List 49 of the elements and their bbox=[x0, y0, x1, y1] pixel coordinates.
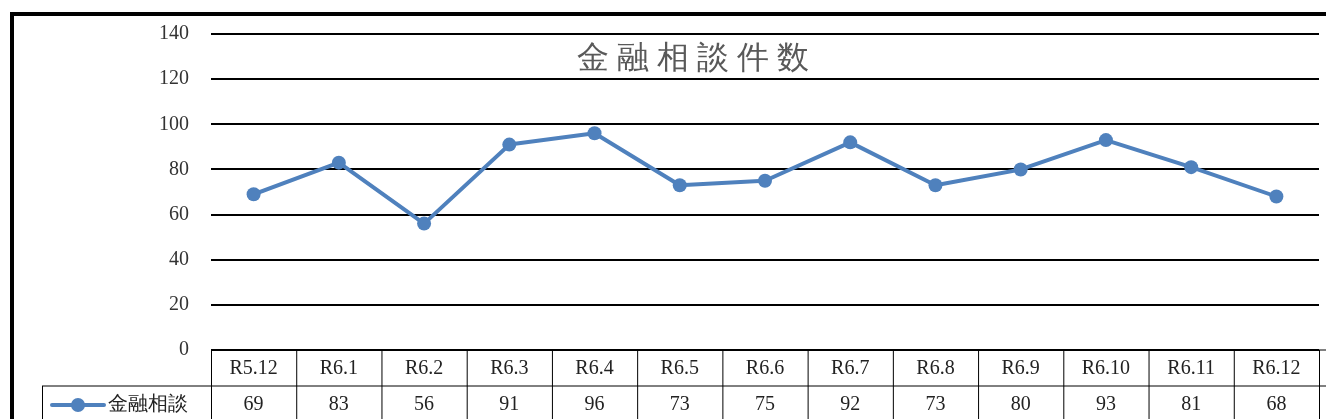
point bbox=[758, 173, 772, 188]
x-tick-label: R6.4 bbox=[575, 356, 614, 379]
data-label: 56 bbox=[414, 392, 435, 415]
y-tick-label: 80 bbox=[169, 156, 189, 179]
data-label: 81 bbox=[1181, 392, 1202, 415]
point bbox=[1098, 133, 1113, 148]
y-tick-label: 60 bbox=[169, 201, 189, 224]
point bbox=[417, 216, 432, 231]
x-tick-label: R6.2 bbox=[404, 356, 444, 379]
data-label: 75 bbox=[755, 392, 775, 415]
x-tick-label: R6.5 bbox=[660, 356, 699, 379]
x-tick-label: R5.12 bbox=[229, 356, 278, 379]
data-label: 92 bbox=[840, 392, 861, 415]
point bbox=[843, 135, 858, 150]
point bbox=[502, 137, 517, 152]
y-tick-label: 40 bbox=[169, 246, 189, 269]
x-tick-label: R6.6 bbox=[745, 356, 785, 379]
data-label: 83 bbox=[328, 392, 349, 415]
data-label: 96 bbox=[584, 392, 605, 415]
data-label: 91 bbox=[499, 392, 520, 415]
x-tick-label: R6.3 bbox=[490, 356, 529, 379]
point bbox=[331, 155, 346, 170]
point bbox=[928, 178, 943, 193]
point bbox=[1269, 189, 1284, 204]
y-tick-label: 0 bbox=[179, 337, 189, 360]
point bbox=[1184, 160, 1199, 175]
point bbox=[672, 178, 687, 193]
point bbox=[587, 126, 602, 141]
data-label: 73 bbox=[669, 392, 690, 415]
data-label: 73 bbox=[925, 392, 946, 415]
x-tick-label: R6.9 bbox=[1001, 356, 1040, 379]
x-tick-label: R6.11 bbox=[1167, 356, 1215, 379]
data-label: 69 bbox=[243, 392, 264, 415]
y-tick-label: 140 bbox=[159, 21, 189, 44]
chart-title: 金 融 相 談 件 数 bbox=[577, 39, 809, 76]
y-tick-label: 120 bbox=[159, 66, 189, 89]
x-tick-label: R6.1 bbox=[319, 356, 359, 379]
data-label: 80 bbox=[1010, 392, 1031, 415]
x-tick-label: R6.12 bbox=[1252, 356, 1301, 379]
legend-label: 金融相談 bbox=[108, 392, 188, 415]
x-tick-label: R6.8 bbox=[916, 356, 955, 379]
y-tick-label: 20 bbox=[169, 292, 189, 315]
point bbox=[1013, 162, 1028, 177]
data-label: 93 bbox=[1095, 392, 1116, 415]
x-tick-label: R6.7 bbox=[831, 356, 870, 379]
point bbox=[246, 187, 261, 202]
x-tick-label: R6.10 bbox=[1081, 356, 1131, 379]
y-tick-label: 100 bbox=[159, 111, 189, 134]
data-label: 68 bbox=[1266, 392, 1287, 415]
